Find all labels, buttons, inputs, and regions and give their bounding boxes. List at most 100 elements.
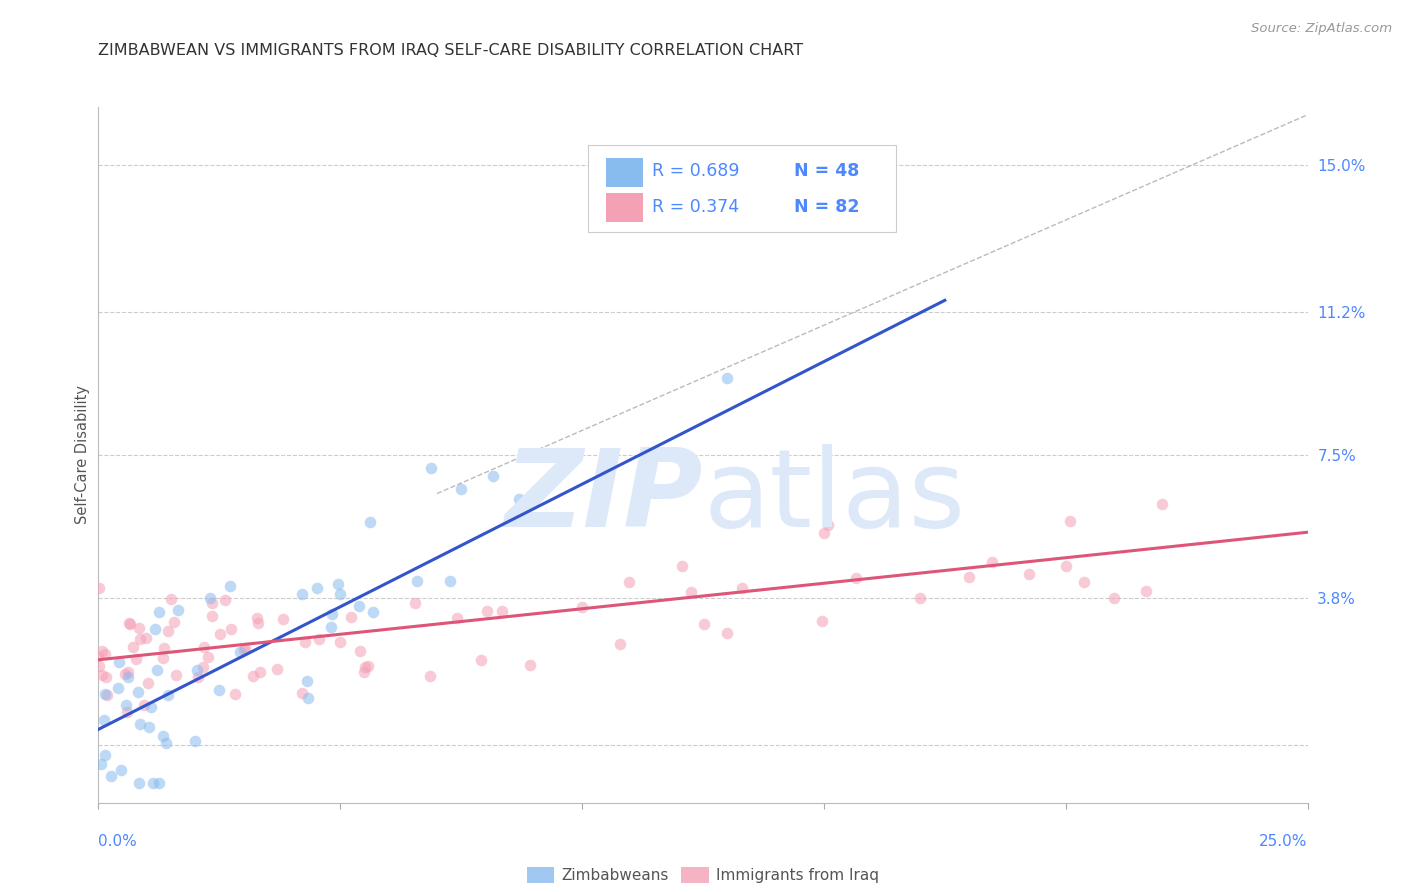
Point: [1152, 497, 1174, 511]
Point: [329, 587, 352, 601]
Point: [159, 592, 181, 607]
Point: [571, 599, 593, 614]
Point: [156, 624, 179, 639]
Point: [110, 763, 132, 777]
Point: [290, 685, 312, 699]
Point: [297, 690, 319, 705]
Point: [328, 635, 350, 649]
Text: atlas: atlas: [703, 443, 965, 549]
Text: ZIP: ZIP: [505, 443, 703, 549]
Point: [90, 756, 112, 771]
Point: [201, 608, 224, 623]
Point: [294, 635, 316, 649]
Point: [135, 631, 157, 645]
Point: [200, 591, 222, 606]
Point: [214, 592, 236, 607]
Point: [450, 483, 472, 497]
Point: [129, 716, 152, 731]
Point: [142, 776, 165, 790]
Point: [1059, 514, 1081, 528]
Point: [125, 651, 148, 665]
Point: [813, 526, 835, 541]
Point: [143, 622, 166, 636]
Point: [233, 641, 256, 656]
Point: [308, 632, 330, 646]
Point: [609, 637, 631, 651]
Point: [183, 733, 205, 747]
Point: [128, 621, 150, 635]
Point: [93, 713, 115, 727]
Point: [127, 685, 149, 699]
Point: [817, 518, 839, 533]
Point: [354, 660, 377, 674]
Point: [340, 609, 363, 624]
Point: [233, 642, 256, 657]
Point: [87, 649, 110, 664]
Y-axis label: Self-Care Disability: Self-Care Disability: [75, 385, 90, 524]
FancyBboxPatch shape: [588, 145, 897, 232]
Text: R = 0.689: R = 0.689: [652, 162, 740, 180]
Point: [491, 604, 513, 618]
Point: [152, 651, 174, 665]
Point: [100, 770, 122, 784]
Point: [291, 587, 314, 601]
Point: [117, 616, 139, 631]
Point: [114, 667, 136, 681]
Point: [107, 681, 129, 695]
Point: [94, 687, 117, 701]
Point: [508, 491, 530, 506]
Point: [146, 663, 169, 677]
Point: [167, 603, 190, 617]
Legend: Zimbabweans, Immigrants from Iraq: Zimbabweans, Immigrants from Iraq: [520, 861, 886, 889]
Point: [94, 648, 117, 662]
Text: R = 0.374: R = 0.374: [652, 197, 740, 216]
Point: [193, 640, 215, 654]
Point: [731, 581, 754, 595]
Point: [321, 620, 343, 634]
Point: [148, 606, 170, 620]
Point: [139, 699, 162, 714]
Point: [163, 615, 186, 630]
Point: [957, 570, 980, 584]
Point: [132, 698, 155, 712]
Point: [129, 632, 152, 646]
Point: [481, 469, 503, 483]
Point: [193, 660, 215, 674]
Text: N = 48: N = 48: [793, 162, 859, 180]
Point: [208, 627, 231, 641]
Point: [117, 705, 139, 719]
Point: [1054, 558, 1077, 573]
Point: [89, 659, 111, 673]
FancyBboxPatch shape: [606, 193, 643, 222]
Point: [297, 674, 319, 689]
Point: [1102, 591, 1125, 605]
Point: [446, 611, 468, 625]
Point: [1018, 566, 1040, 581]
Point: [356, 658, 378, 673]
Point: [246, 611, 269, 625]
Point: [305, 581, 328, 595]
Point: [117, 665, 139, 679]
Point: [187, 670, 209, 684]
Point: [361, 605, 384, 619]
Text: 0.0%: 0.0%: [98, 834, 138, 849]
Point: [405, 574, 427, 589]
Point: [419, 669, 441, 683]
Point: [208, 683, 231, 698]
Point: [152, 640, 174, 655]
Point: [152, 729, 174, 743]
Point: [439, 574, 461, 589]
Point: [693, 617, 716, 632]
Point: [321, 607, 343, 621]
Point: [247, 615, 270, 630]
Point: [90, 667, 112, 681]
Point: [114, 698, 136, 713]
Point: [155, 736, 177, 750]
Text: Source: ZipAtlas.com: Source: ZipAtlas.com: [1251, 22, 1392, 36]
Text: ZIMBABWEAN VS IMMIGRANTS FROM IRAQ SELF-CARE DISABILITY CORRELATION CHART: ZIMBABWEAN VS IMMIGRANTS FROM IRAQ SELF-…: [98, 43, 804, 58]
Point: [201, 596, 224, 610]
Point: [136, 676, 159, 690]
FancyBboxPatch shape: [606, 158, 643, 187]
Point: [224, 687, 246, 701]
Point: [1073, 574, 1095, 589]
